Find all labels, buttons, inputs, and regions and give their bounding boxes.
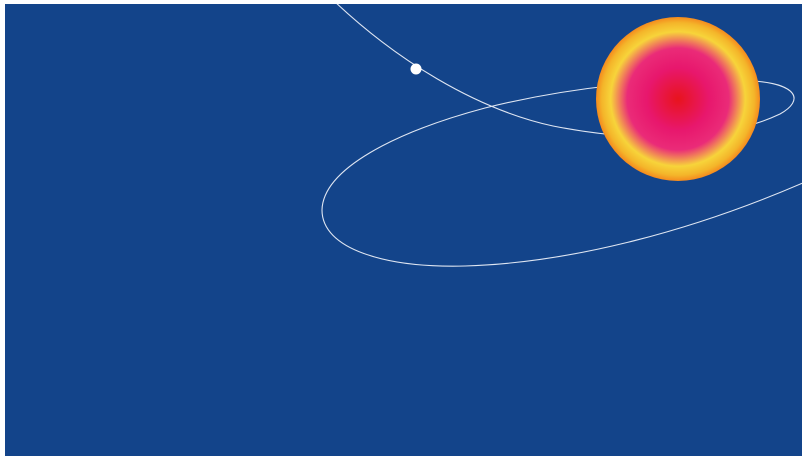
orbit-diagram	[5, 4, 802, 456]
satellite	[410, 63, 422, 75]
orbit-path	[321, 4, 802, 267]
star	[596, 17, 760, 181]
orbit-scene	[5, 4, 802, 456]
